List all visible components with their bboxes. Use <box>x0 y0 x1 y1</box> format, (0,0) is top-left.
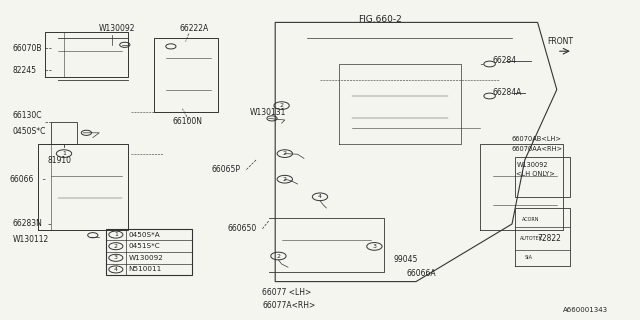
Text: 66070AB<LH>: 66070AB<LH> <box>512 136 562 142</box>
Text: 3: 3 <box>114 255 118 260</box>
Text: 2: 2 <box>114 244 118 249</box>
Text: W130092: W130092 <box>516 162 548 168</box>
Text: 0450S*A: 0450S*A <box>129 232 161 237</box>
Text: 99045: 99045 <box>394 255 418 264</box>
Text: 0451S*C: 0451S*C <box>129 243 161 249</box>
Text: 4: 4 <box>114 267 118 272</box>
Text: 81910: 81910 <box>48 156 72 164</box>
Text: 66284A: 66284A <box>493 88 522 97</box>
Text: 660650: 660650 <box>227 224 257 233</box>
Text: 66283N: 66283N <box>13 220 43 228</box>
Text: 66100N: 66100N <box>173 117 203 126</box>
Text: 2: 2 <box>280 103 284 108</box>
Text: W130112: W130112 <box>13 236 49 244</box>
Text: FRONT: FRONT <box>547 37 573 46</box>
Text: 3: 3 <box>372 244 376 249</box>
Text: 66066A: 66066A <box>406 269 436 278</box>
Text: N510011: N510011 <box>129 266 162 272</box>
Text: 66222A: 66222A <box>179 24 209 33</box>
Text: W130092: W130092 <box>129 255 163 261</box>
Text: 1: 1 <box>114 232 118 237</box>
Text: W130131: W130131 <box>250 108 286 116</box>
Text: AUTOTEK: AUTOTEK <box>520 236 543 241</box>
Text: 72822: 72822 <box>538 234 561 243</box>
Text: SIA: SIA <box>525 255 532 260</box>
Text: 4: 4 <box>318 194 322 199</box>
Text: 66065P: 66065P <box>211 165 240 174</box>
Text: FIG.660-2: FIG.660-2 <box>358 15 402 24</box>
Text: 0450S*C: 0450S*C <box>13 127 46 136</box>
Text: 82245: 82245 <box>13 66 36 75</box>
Text: 1: 1 <box>62 151 66 156</box>
Text: 66070B: 66070B <box>13 44 42 52</box>
Text: 66077 <LH>: 66077 <LH> <box>262 288 312 297</box>
Text: 2: 2 <box>283 151 287 156</box>
Text: 66130C: 66130C <box>13 111 42 120</box>
Text: ACORN: ACORN <box>522 217 540 222</box>
Text: 66077A<RH>: 66077A<RH> <box>262 301 316 310</box>
Text: 66066: 66066 <box>10 175 34 184</box>
Text: W130092: W130092 <box>99 24 136 33</box>
Text: <LH ONLY>: <LH ONLY> <box>516 172 556 177</box>
Text: A660001343: A660001343 <box>563 308 609 313</box>
Text: 66070AA<RH>: 66070AA<RH> <box>512 146 563 152</box>
Text: 2: 2 <box>283 177 287 182</box>
Text: 66284: 66284 <box>493 56 517 65</box>
Text: 2: 2 <box>276 253 280 259</box>
